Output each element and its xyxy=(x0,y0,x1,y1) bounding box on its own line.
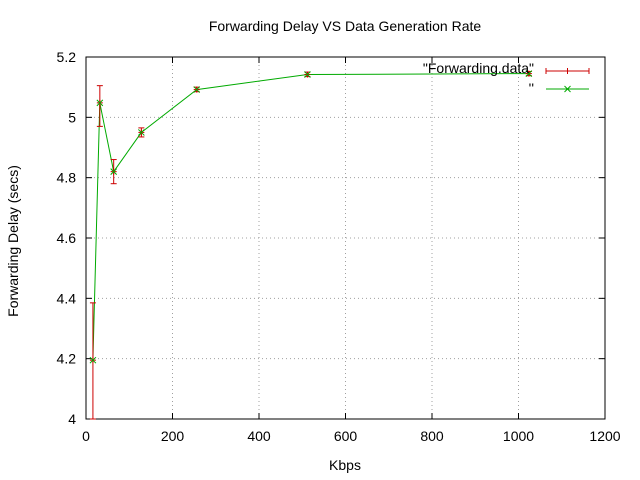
data-point xyxy=(304,71,311,78)
y-tick-label: 4.2 xyxy=(57,351,77,367)
data-point xyxy=(525,70,533,77)
y-tick-label: 4.6 xyxy=(57,230,77,246)
legend-sample-marker-b xyxy=(564,85,571,93)
data-point-stroke-b xyxy=(110,168,118,175)
y-tick-label: 4 xyxy=(68,411,76,427)
data-point xyxy=(89,356,97,364)
legend: "Forwarding.data" '' xyxy=(423,60,590,96)
axis-ticks xyxy=(85,56,606,420)
x-tick-label: 1000 xyxy=(503,428,534,444)
data-point xyxy=(138,129,145,136)
x-tick-label: 400 xyxy=(247,428,271,444)
x-tick-label: 800 xyxy=(420,428,444,444)
data-point-stroke-b xyxy=(89,356,97,364)
x-tick-label: 1200 xyxy=(589,428,620,444)
x-tick-label: 0 xyxy=(82,428,90,444)
legend-sample-forwarding-data xyxy=(545,68,590,74)
y-tick-label: 5 xyxy=(68,109,76,125)
grid xyxy=(86,57,605,419)
y-tick-labels: 4 4.2 4.4 4.6 4.8 5 5.2 xyxy=(57,49,77,427)
data-point xyxy=(110,168,118,175)
y-tick-label: 4.4 xyxy=(57,290,77,306)
data-point-stroke-b xyxy=(304,71,311,78)
chart-title: Forwarding Delay VS Data Generation Rate xyxy=(209,18,482,34)
data-point xyxy=(96,99,104,107)
data-point-stroke-b xyxy=(525,70,533,77)
x-tick-labels: 0 200 400 600 800 1000 1200 xyxy=(82,428,621,444)
data-point-stroke-b xyxy=(96,99,104,107)
y-tick-label: 4.8 xyxy=(57,170,77,186)
data-point-stroke-b xyxy=(193,86,201,93)
data-point xyxy=(193,86,201,93)
y-tick-label: 5.2 xyxy=(57,49,77,65)
legend-label-forwarding-data: "Forwarding.data" xyxy=(423,60,534,76)
y-axis-label: Forwarding Delay (secs) xyxy=(5,165,21,317)
x-tick-label: 200 xyxy=(161,428,185,444)
legend-sample-fit-line xyxy=(546,85,589,93)
x-tick-label: 600 xyxy=(334,428,358,444)
legend-label-fit-line: '' xyxy=(529,80,534,96)
data-point-stroke-b xyxy=(138,129,145,136)
data-points xyxy=(89,70,533,364)
x-axis-label: Kbps xyxy=(329,457,361,473)
